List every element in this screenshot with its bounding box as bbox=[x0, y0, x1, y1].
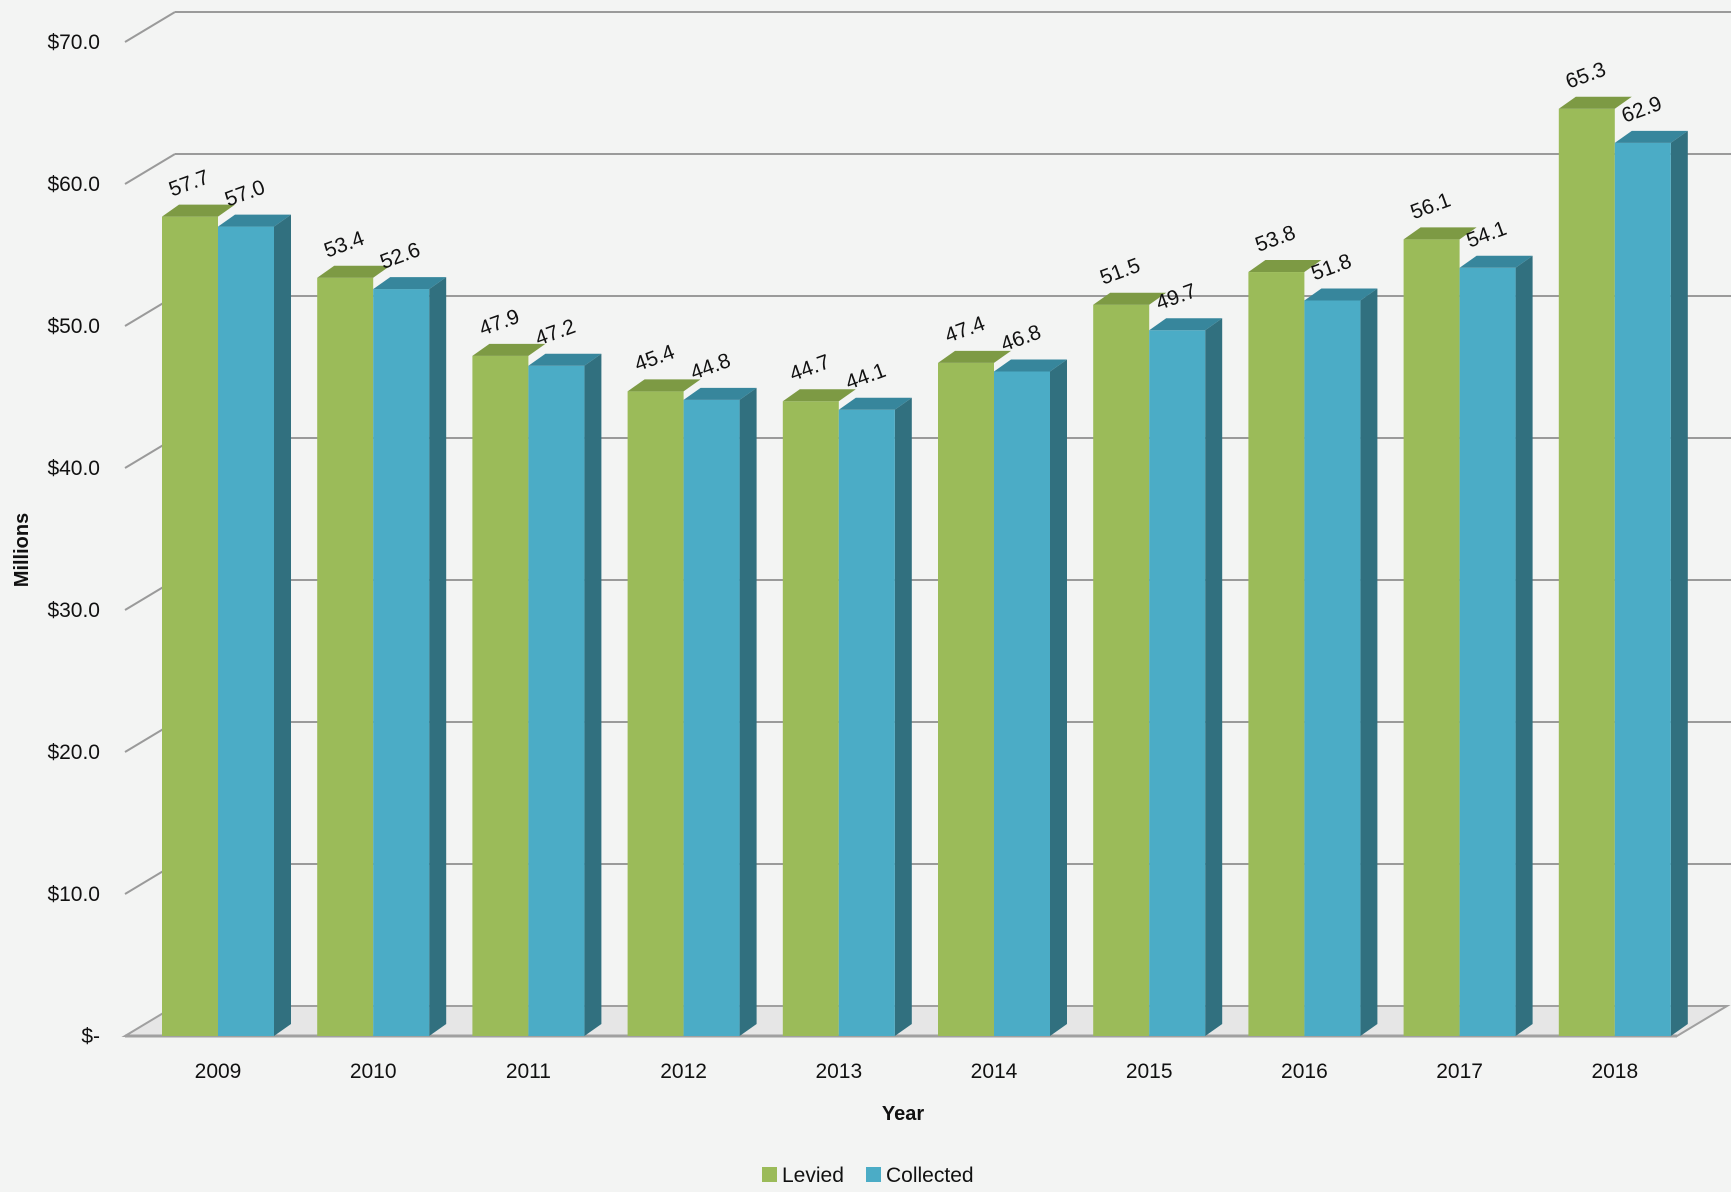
data-label-collected: 46.8 bbox=[998, 321, 1044, 357]
bar-levied-top bbox=[317, 265, 391, 278]
bar-collected-side bbox=[1360, 288, 1378, 1036]
data-label-levied: 47.4 bbox=[942, 312, 989, 348]
bar-collected bbox=[1304, 300, 1361, 1036]
y-tick-label: $40.0 bbox=[47, 457, 100, 480]
bar-collected-side bbox=[1205, 318, 1223, 1036]
y-tick-label: $50.0 bbox=[47, 315, 100, 338]
bar-levied bbox=[938, 362, 994, 1036]
bar-levied-top bbox=[1403, 227, 1477, 240]
x-tick-label: 2012 bbox=[660, 1060, 707, 1083]
bar-levied-top bbox=[1248, 260, 1322, 273]
bar-levied-top bbox=[938, 350, 1011, 363]
bar-collected-side bbox=[1515, 255, 1533, 1036]
legend-label-levied: Levied bbox=[782, 1164, 844, 1187]
y-tick-label: $30.0 bbox=[47, 599, 100, 622]
bar-levied-top bbox=[782, 389, 856, 402]
y-tick-label: $10.0 bbox=[47, 883, 100, 906]
data-label-collected: 49.7 bbox=[1153, 279, 1199, 315]
x-tick-label: 2011 bbox=[506, 1060, 551, 1083]
x-tick-label: 2009 bbox=[195, 1060, 242, 1083]
bar-collected-top bbox=[1459, 255, 1533, 268]
bar-collected-top bbox=[218, 214, 291, 227]
bar-levied-top bbox=[472, 343, 546, 356]
bar-levied bbox=[162, 216, 218, 1036]
bar-collected bbox=[218, 226, 274, 1037]
x-tick-label: 2018 bbox=[1591, 1060, 1638, 1083]
bar-levied-top bbox=[162, 204, 235, 217]
x-tick-label: 2017 bbox=[1436, 1060, 1483, 1083]
bar-collected-top bbox=[373, 277, 447, 290]
bar-collected bbox=[994, 371, 1050, 1036]
bar-levied bbox=[472, 355, 529, 1036]
bar-levied bbox=[317, 277, 374, 1037]
bar-collected-top bbox=[1304, 288, 1378, 301]
bar-collected-side bbox=[739, 387, 757, 1037]
data-label-collected: 52.6 bbox=[377, 238, 423, 274]
x-axis-title: Year bbox=[882, 1103, 924, 1125]
bar-collected-top bbox=[528, 353, 602, 366]
y-tick-label: $- bbox=[81, 1025, 100, 1048]
bar-collected bbox=[1459, 267, 1516, 1036]
bar-collected-side bbox=[1670, 130, 1688, 1036]
bar-collected-side bbox=[1050, 359, 1067, 1036]
data-label-levied: 53.4 bbox=[321, 227, 368, 263]
bar-levied bbox=[782, 401, 839, 1036]
x-tick-label: 2015 bbox=[1126, 1060, 1173, 1083]
legend-label-collected: Collected bbox=[886, 1164, 974, 1187]
x-tick-label: 2014 bbox=[971, 1060, 1018, 1083]
bar-collected bbox=[373, 289, 430, 1037]
bar-collected bbox=[1614, 142, 1671, 1036]
data-label-levied: 51.5 bbox=[1097, 254, 1143, 290]
bar-levied-top bbox=[1093, 292, 1167, 305]
x-tick-label: 2010 bbox=[350, 1060, 397, 1083]
bar-levied bbox=[1558, 108, 1615, 1037]
data-label-levied: 57.7 bbox=[166, 166, 212, 202]
data-label-levied: 56.1 bbox=[1407, 188, 1453, 224]
data-label-levied: 47.9 bbox=[476, 305, 522, 341]
gridline-diagonal bbox=[124, 11, 176, 43]
bar-collected-top bbox=[1149, 318, 1223, 331]
data-label-collected: 47.2 bbox=[532, 315, 578, 351]
data-label-levied: 45.4 bbox=[631, 340, 678, 376]
bar-collected bbox=[683, 399, 740, 1037]
bar-collected-top bbox=[1614, 130, 1688, 143]
gridline-diagonal bbox=[124, 153, 176, 185]
bar-levied-top bbox=[1558, 96, 1632, 109]
bar-levied bbox=[1248, 272, 1305, 1036]
data-label-collected: 57.0 bbox=[222, 176, 268, 212]
data-label-collected: 44.8 bbox=[687, 349, 733, 385]
bar-collected bbox=[528, 365, 585, 1036]
bar-levied bbox=[627, 391, 684, 1036]
data-label-levied: 65.3 bbox=[1563, 58, 1609, 94]
x-tick-label: 2016 bbox=[1281, 1060, 1328, 1083]
legend-swatch-collected bbox=[866, 1167, 881, 1182]
bar-collected-top bbox=[838, 397, 912, 410]
bar-collected-side bbox=[894, 397, 912, 1036]
y-tick-label: $20.0 bbox=[47, 741, 100, 764]
data-label-collected: 54.1 bbox=[1463, 217, 1509, 253]
bar-collected-side bbox=[429, 277, 447, 1037]
bar-collected-top bbox=[994, 359, 1067, 372]
data-label-levied: 44.7 bbox=[787, 350, 833, 386]
bar-levied bbox=[1093, 304, 1150, 1036]
bar-collected bbox=[838, 409, 895, 1036]
legend-swatch-levied bbox=[762, 1167, 777, 1182]
bar-collected-top bbox=[683, 387, 757, 400]
data-label-collected: 44.1 bbox=[843, 359, 889, 395]
bar-collected bbox=[1149, 330, 1206, 1036]
data-label-levied: 53.8 bbox=[1252, 221, 1298, 257]
y-tick-label: $70.0 bbox=[47, 31, 100, 54]
y-tick-label: $60.0 bbox=[47, 173, 100, 196]
bar-levied bbox=[1403, 239, 1460, 1036]
bar-collected-side bbox=[274, 214, 291, 1037]
bar-levied-top bbox=[627, 379, 701, 392]
bar-collected-side bbox=[584, 353, 602, 1036]
x-tick-label: 2013 bbox=[815, 1060, 862, 1083]
y-axis-title: Millions bbox=[11, 513, 33, 587]
data-label-collected: 51.8 bbox=[1308, 250, 1354, 286]
